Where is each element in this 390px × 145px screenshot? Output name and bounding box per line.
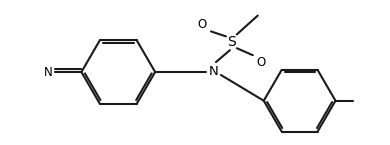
Text: S: S	[227, 35, 236, 49]
Text: O: O	[197, 18, 207, 31]
Text: O: O	[256, 56, 265, 69]
Text: N: N	[44, 66, 53, 78]
Text: N: N	[209, 65, 219, 78]
